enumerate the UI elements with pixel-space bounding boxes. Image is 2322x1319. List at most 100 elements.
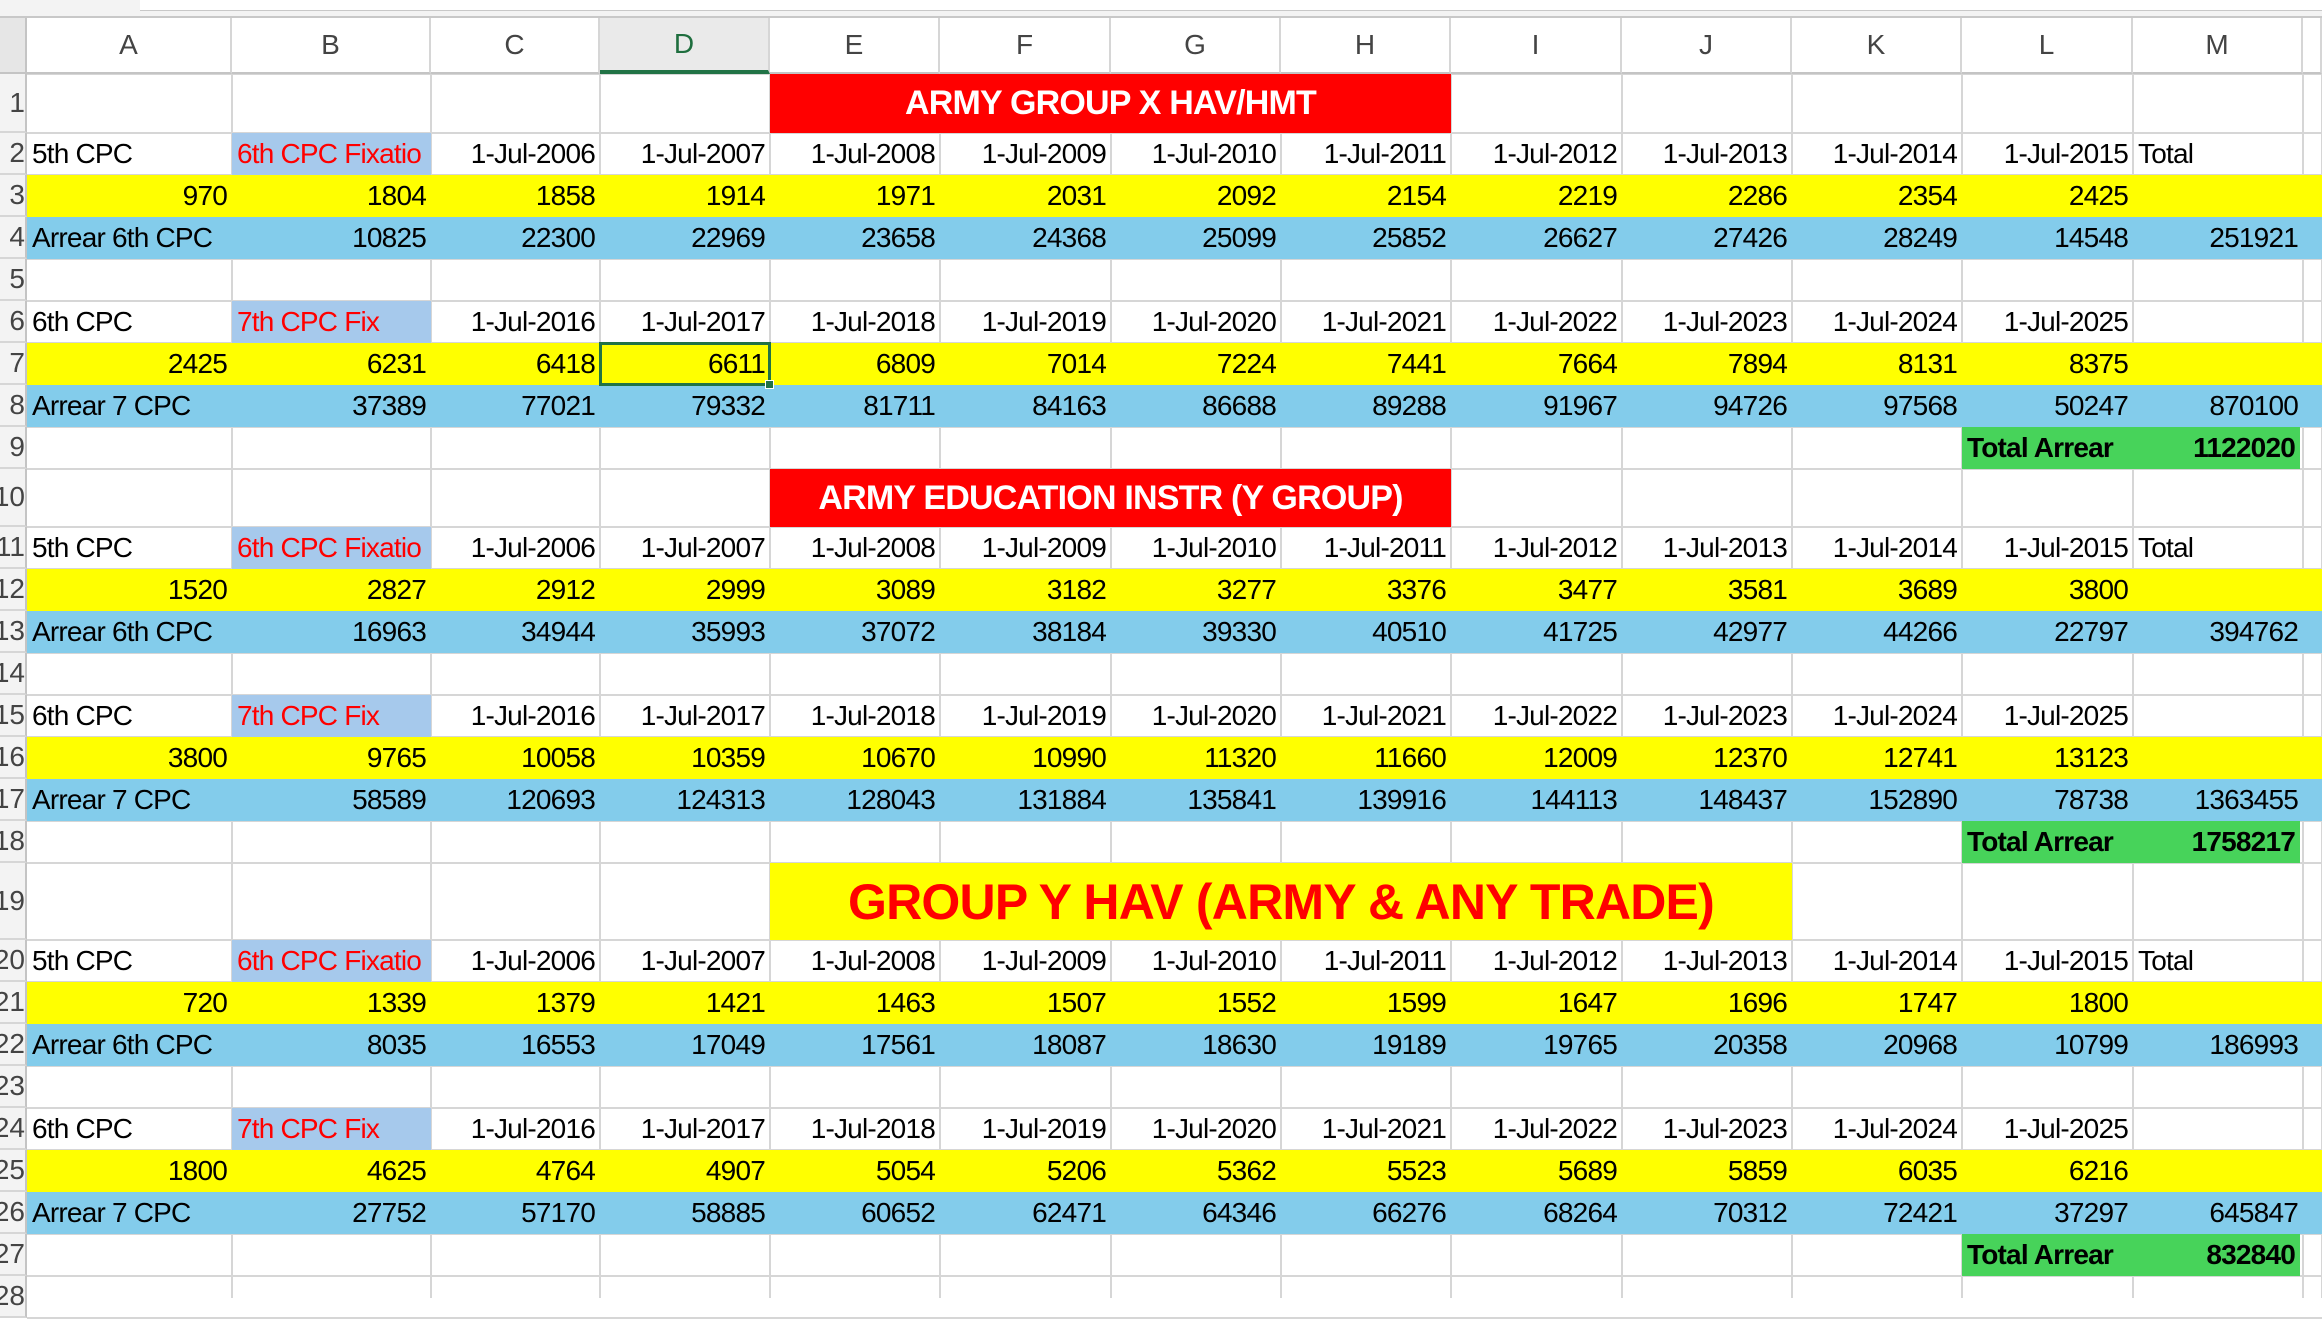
pay-6th-cpc-D12[interactable]: 2999 [705,574,766,605]
arrear-6th-cpc-E13[interactable]: 37072 [861,616,936,647]
date-header[interactable]: 1-Jul-2021 [1321,306,1447,337]
label-total-arrear[interactable]: Total Arrear [1967,1239,2114,1270]
pay-7th-cpc-A7[interactable]: 2425 [167,348,228,379]
pay-7th-cpc-L7[interactable]: 8375 [2068,348,2129,379]
date-header[interactable]: 1-Jul-2016 [470,1113,596,1144]
arrear-6th-cpc-E4[interactable]: 23658 [861,222,936,253]
pay-6th-cpc-A12[interactable]: 1520 [167,574,228,605]
date-header[interactable]: 1-Jul-2025 [2003,700,2129,731]
date-header[interactable]: 1-Jul-2009 [981,138,1107,169]
arrear-6th-cpc-H22[interactable]: 19189 [1372,1029,1447,1060]
date-header[interactable]: 1-Jul-2011 [1323,532,1447,563]
arrear-6th-cpc-I22[interactable]: 19765 [1543,1029,1618,1060]
pay-6th-cpc-B21[interactable]: 1339 [366,987,427,1018]
pay-7th-cpc-G16[interactable]: 11320 [1204,742,1277,773]
column-header-M[interactable]: M [2133,18,2303,74]
row-header-6[interactable]: 6 [0,301,27,343]
pay-7th-cpc-C16[interactable]: 10058 [521,742,596,773]
date-header[interactable]: 1-Jul-2016 [470,306,596,337]
pay-7th-cpc-J7[interactable]: 7894 [1727,348,1788,379]
pay-7th-cpc-J16[interactable]: 12370 [1713,742,1788,773]
date-header[interactable]: 1-Jul-2025 [2003,306,2129,337]
arrear-6th-cpc-D4[interactable]: 22969 [691,222,766,253]
date-header[interactable]: 1-Jul-2014 [1832,138,1958,169]
date-header[interactable]: 1-Jul-2019 [981,700,1107,731]
arrear-6th-cpc-J13[interactable]: 42977 [1713,616,1788,647]
arrear-7-cpc-M26[interactable]: 645847 [2209,1197,2298,1228]
pay-7th-cpc-C25[interactable]: 4764 [535,1155,596,1186]
pay-6th-cpc-I21[interactable]: 1647 [1557,987,1618,1018]
arrear-7-cpc-K8[interactable]: 97568 [1883,390,1958,421]
date-header[interactable]: 1-Jul-2010 [1151,945,1277,976]
column-header-L[interactable]: L [1962,18,2133,74]
arrear-6th-cpc-F4[interactable]: 24368 [1032,222,1107,253]
date-header[interactable]: 1-Jul-2017 [640,1113,766,1144]
pay-7th-cpc-G7[interactable]: 7224 [1216,348,1277,379]
pay-6th-cpc-D3[interactable]: 1914 [705,180,766,211]
row-header-18[interactable]: 18 [0,821,27,863]
label-6th-cpc[interactable]: 6th CPC [32,306,133,337]
date-header[interactable]: 1-Jul-2024 [1832,306,1958,337]
pay-6th-cpc-H21[interactable]: 1599 [1386,987,1447,1018]
formula-bar-input[interactable] [140,0,2322,11]
row-header-11[interactable]: 11 [0,527,27,569]
label-7th-cpc-fix[interactable]: 7th CPC Fix [237,1113,380,1144]
arrear-6th-cpc-K4[interactable]: 28249 [1883,222,1958,253]
pay-6th-cpc-J3[interactable]: 2286 [1727,180,1788,211]
arrear-6th-cpc-K13[interactable]: 44266 [1883,616,1958,647]
arrear-7-cpc-L17[interactable]: 78738 [2054,784,2129,815]
date-header[interactable]: 1-Jul-2007 [640,945,766,976]
arrear-6th-cpc-F22[interactable]: 18087 [1032,1029,1107,1060]
date-header[interactable]: 1-Jul-2025 [2003,1113,2129,1144]
arrear-7-cpc-E17[interactable]: 128043 [846,784,935,815]
arrear-6th-cpc-C22[interactable]: 16553 [521,1029,596,1060]
arrear-6th-cpc-K22[interactable]: 20968 [1883,1029,1958,1060]
label-total[interactable]: Total [2138,532,2194,563]
arrear-7-cpc-G8[interactable]: 86688 [1202,390,1277,421]
pay-7th-cpc-D7[interactable]: 6611 [707,348,766,379]
date-header[interactable]: 1-Jul-2014 [1832,945,1958,976]
arrear-7-cpc-L8[interactable]: 50247 [2054,390,2129,421]
arrear-7-cpc-E26[interactable]: 60652 [861,1197,936,1228]
date-header[interactable]: 1-Jul-2011 [1323,945,1447,976]
pay-6th-cpc-I12[interactable]: 3477 [1557,574,1618,605]
label-total[interactable]: Total [2138,138,2194,169]
date-header[interactable]: 1-Jul-2009 [981,945,1107,976]
pay-6th-cpc-K21[interactable]: 1747 [1897,987,1958,1018]
date-header[interactable]: 1-Jul-2018 [810,700,936,731]
arrear-6th-cpc-M13[interactable]: 394762 [2209,616,2298,647]
pay-7th-cpc-I16[interactable]: 12009 [1543,742,1618,773]
pay-7th-cpc-I7[interactable]: 7664 [1557,348,1618,379]
arrear-7-cpc-C8[interactable]: 77021 [521,390,596,421]
pay-7th-cpc-K7[interactable]: 8131 [1897,348,1958,379]
column-header-J[interactable]: J [1622,18,1792,74]
pay-7th-cpc-B7[interactable]: 6231 [366,348,427,379]
date-header[interactable]: 1-Jul-2023 [1662,700,1788,731]
label-total-arrear[interactable]: Total Arrear [1967,432,2114,463]
pay-7th-cpc-F25[interactable]: 5206 [1046,1155,1107,1186]
arrear-7-cpc-L26[interactable]: 37297 [2054,1197,2129,1228]
label-6th-cpc[interactable]: 6th CPC [32,1113,133,1144]
arrear-6th-cpc-M22[interactable]: 186993 [2209,1029,2298,1060]
pay-6th-cpc-F3[interactable]: 2031 [1046,180,1107,211]
date-header[interactable]: 1-Jul-2024 [1832,700,1958,731]
row-header-5[interactable]: 5 [0,259,27,301]
date-header[interactable]: 1-Jul-2022 [1492,306,1618,337]
date-header[interactable]: 1-Jul-2008 [810,532,936,563]
arrear-7-cpc-E8[interactable]: 81711 [863,390,936,421]
date-header[interactable]: 1-Jul-2021 [1321,700,1447,731]
section-title[interactable]: GROUP Y HAV (ARMY & ANY TRADE) [848,873,1715,930]
arrear-6th-cpc-M4[interactable]: 251921 [2209,222,2298,253]
arrear-7-cpc-M17[interactable]: 1363455 [2194,784,2299,815]
pay-6th-cpc-C21[interactable]: 1379 [535,987,596,1018]
pay-6th-cpc-E12[interactable]: 3089 [875,574,936,605]
column-header-next[interactable] [2303,18,2322,74]
arrear-7-cpc-K17[interactable]: 152890 [1868,784,1957,815]
pay-6th-cpc-L21[interactable]: 1800 [2068,987,2129,1018]
arrear-7-cpc-D26[interactable]: 58885 [691,1197,766,1228]
arrear-7-cpc-B8[interactable]: 37389 [352,390,427,421]
section-title[interactable]: ARMY GROUP X HAV/HMT [905,84,1317,122]
arrear-7-cpc-B26[interactable]: 27752 [352,1197,427,1228]
selected-cell-D7[interactable] [599,342,774,389]
